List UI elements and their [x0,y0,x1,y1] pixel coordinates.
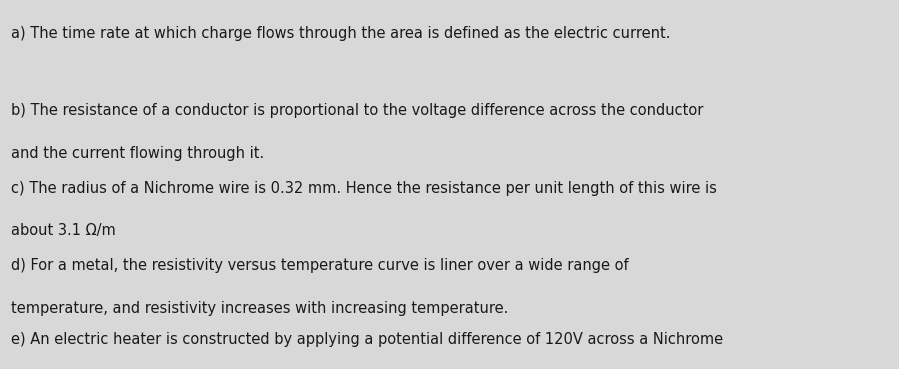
Text: about 3.1 Ω/m: about 3.1 Ω/m [11,223,116,238]
Text: and the current flowing through it.: and the current flowing through it. [11,146,264,161]
Text: a) The time rate at which charge flows through the area is defined as the electr: a) The time rate at which charge flows t… [11,26,671,41]
Text: c) The radius of a Nichrome wire is 0.32 mm. Hence the resistance per unit lengt: c) The radius of a Nichrome wire is 0.32… [11,181,717,196]
Text: b) The resistance of a conductor is proportional to the voltage difference acros: b) The resistance of a conductor is prop… [11,103,703,118]
Text: e) An electric heater is constructed by applying a potential difference of 120V : e) An electric heater is constructed by … [11,332,723,347]
Text: temperature, and resistivity increases with increasing temperature.: temperature, and resistivity increases w… [11,301,508,316]
Text: d) For a metal, the resistivity versus temperature curve is liner over a wide ra: d) For a metal, the resistivity versus t… [11,258,628,273]
